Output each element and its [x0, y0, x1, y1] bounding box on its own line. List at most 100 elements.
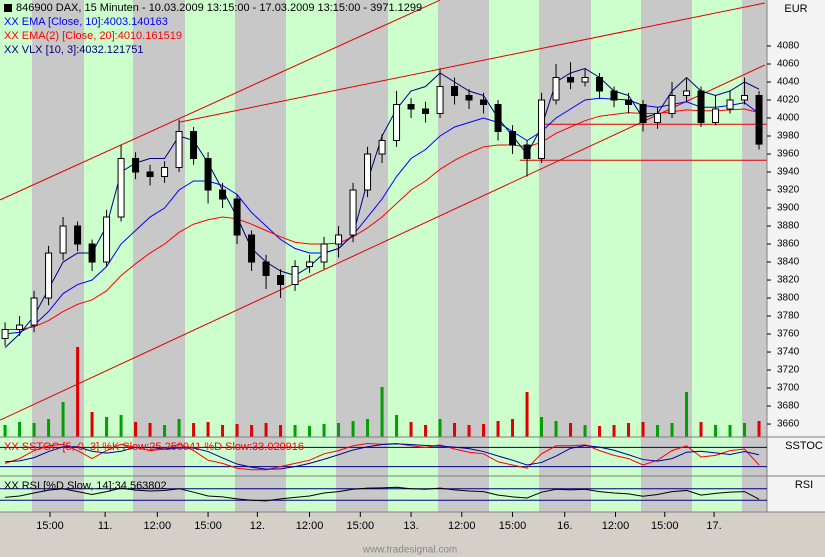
candle-body	[45, 252, 53, 299]
candle-body	[509, 131, 517, 146]
volume-bar	[192, 423, 196, 437]
candle-body	[364, 153, 372, 191]
candle-body	[480, 99, 488, 106]
session-stripes	[0, 0, 767, 512]
y-tick-label: 4040	[777, 77, 800, 88]
y-tick-label: 4080	[777, 41, 800, 52]
candle-body	[683, 90, 691, 97]
volume-bar	[525, 392, 529, 437]
candle-body	[262, 261, 270, 277]
price-axis	[767, 0, 825, 512]
volume-bar	[554, 421, 558, 437]
volume-bar	[206, 422, 210, 437]
x-tick-label: 12:00	[144, 520, 172, 532]
candle-body	[697, 90, 705, 124]
volume-bar	[337, 423, 341, 437]
candle-body	[523, 144, 531, 160]
panel-legend: XX SSTOC [5, 0, 3] %K Slow:25.250941 %D …	[4, 441, 304, 453]
trendline	[179, 2, 765, 123]
volume-bar	[61, 402, 65, 437]
volume-bar	[366, 419, 370, 437]
candle-body	[59, 225, 67, 254]
volume-bar	[685, 392, 689, 437]
candle-body	[16, 324, 24, 331]
x-tick-label: 12.	[250, 520, 265, 532]
y-tick-label: 3660	[777, 419, 800, 430]
volume-bar	[569, 423, 573, 437]
stripe-grey	[539, 0, 591, 512]
candle-body	[190, 131, 198, 160]
candle-body	[233, 198, 241, 236]
volume-bar	[76, 347, 80, 437]
volume-bar	[105, 417, 109, 437]
candle-body	[596, 76, 604, 92]
volume-bar	[32, 423, 36, 437]
candle-body	[465, 95, 473, 101]
volume-bar	[279, 425, 283, 437]
volume-bar	[163, 425, 167, 437]
candle-body	[451, 85, 459, 97]
volume-bar	[293, 425, 297, 437]
volume-bar	[641, 422, 645, 437]
panel-label: RSI	[795, 479, 813, 491]
volume-bar	[728, 425, 732, 437]
volume-bar	[467, 425, 471, 437]
volume-bar	[670, 423, 674, 437]
candle-body	[146, 171, 154, 178]
y-tick-label: 3960	[777, 149, 800, 160]
y-tick-label: 3800	[777, 293, 800, 304]
candle-body	[712, 108, 720, 124]
volume-bar	[438, 419, 442, 437]
stripe-grey	[133, 0, 185, 512]
oscillator-line	[5, 486, 760, 502]
candle-body	[277, 275, 285, 286]
volume-bar	[612, 425, 616, 437]
volume-bar	[598, 426, 602, 437]
panel-legend: XX RSI [%D Slow, 14]:34.563802	[4, 480, 167, 492]
volume-bar	[177, 419, 181, 437]
legend-entry: XX VLX [10, 3]:4032.121751	[4, 44, 143, 56]
volume-bar	[714, 425, 718, 437]
x-tick-label: 15:00	[347, 520, 375, 532]
stripe-grey	[32, 0, 84, 512]
volume-bar	[351, 421, 355, 437]
x-tick-label: 12:00	[448, 520, 476, 532]
x-tick-label: 17.	[706, 520, 721, 532]
candle-body	[726, 99, 734, 110]
candle-body	[538, 99, 546, 160]
stripe-grey	[742, 0, 767, 512]
candle-body	[103, 216, 111, 263]
candle-body	[393, 104, 401, 142]
x-tick-label: 16.	[557, 520, 572, 532]
title-marker	[4, 4, 12, 12]
x-tick-label: 11.	[98, 520, 112, 532]
candle-body	[161, 167, 169, 178]
candle-body	[625, 99, 633, 106]
y-tick-label: 3700	[777, 383, 800, 394]
y-tick-label: 3780	[777, 311, 800, 322]
candle-body	[741, 95, 749, 101]
candle-body	[654, 113, 662, 124]
stripe-grey	[641, 0, 692, 512]
volume-bar	[540, 417, 544, 437]
volume-bar	[3, 425, 7, 437]
candle-body	[219, 189, 227, 200]
y-tick-label: 4020	[777, 95, 800, 106]
candle-body	[668, 95, 676, 115]
volume-bar	[235, 424, 239, 437]
candle-body	[204, 158, 212, 191]
y-tick-label: 3720	[777, 365, 800, 376]
candle-body	[639, 104, 647, 124]
x-tick-label: 12:00	[602, 520, 630, 532]
legend-entry: XX EMA [Close, 10]:4003.140163	[4, 16, 168, 28]
volume-bar	[250, 425, 254, 437]
candle-body	[74, 225, 82, 245]
volume-bar	[221, 425, 225, 437]
y-tick-label: 3940	[777, 167, 800, 178]
source: www.tradesignal.com	[362, 545, 457, 556]
volume-bar	[395, 415, 399, 437]
volume-bar	[308, 426, 312, 437]
stripe-grey	[235, 0, 286, 512]
x-tick-label: 15:00	[36, 520, 64, 532]
